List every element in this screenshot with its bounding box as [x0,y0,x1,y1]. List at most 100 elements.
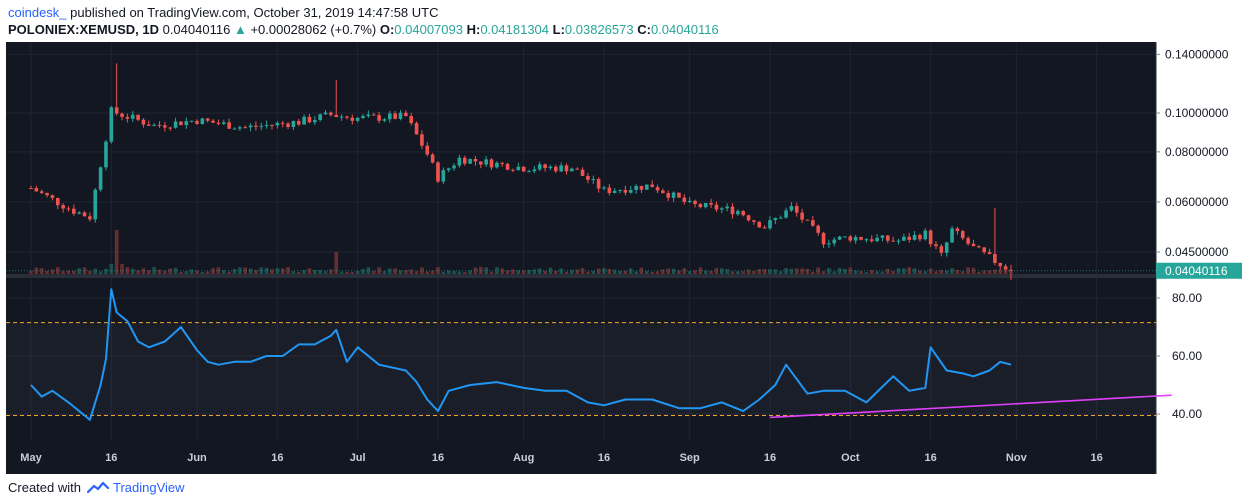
candle-body [39,191,44,193]
volume-bar [730,271,735,274]
candle-body [762,227,767,229]
volume-bar [291,271,296,274]
candle-body [232,128,237,130]
candle-body [570,168,574,172]
author-link[interactable]: coindesk_ [8,5,67,20]
candle-body [179,121,183,126]
candle-body [564,165,569,172]
price-pane-bg [6,42,1156,274]
candle-body [66,208,71,210]
candle-body [618,189,622,191]
volume-bar [457,271,462,274]
candle-body [671,192,676,198]
x-tick-label: Sep [680,452,700,464]
x-tick-label: May [20,452,42,464]
volume-bar [591,270,596,274]
volume-bar [875,271,879,274]
volume-bar [719,268,724,274]
volume-bar [452,270,456,274]
candle-body [286,123,290,127]
volume-bar [896,268,901,274]
published-text: published on TradingView.com, October 31… [70,5,439,20]
candle-body [61,205,65,209]
volume-bar [741,271,746,274]
volume-bar [114,230,119,274]
candle-body [495,162,499,168]
volume-bar [377,267,381,274]
candle-body [163,125,167,128]
candle-body [227,122,231,129]
candle-body [152,124,156,126]
candle-body [302,116,306,125]
volume-bar [120,264,124,274]
footer: Created with TradingView [0,474,1242,504]
candle-body [966,238,970,244]
candle-body [329,112,333,115]
volume-bar [553,270,558,274]
volume-bar [77,268,81,274]
y-tick-label: 0.06000000 [1165,195,1229,209]
tradingview-brand[interactable]: TradingView [112,480,185,495]
candle-body [971,243,976,247]
candle-body [511,169,515,171]
volume-bar [923,271,928,274]
volume-bar [339,271,344,274]
candle-body [719,208,724,210]
volume-bar [612,269,617,274]
candle-body [489,159,494,168]
candle-body [307,116,312,123]
candle-body [484,159,488,165]
candle-body [189,120,194,122]
candle-body [811,220,815,226]
volume-bar [323,271,328,274]
candle-body [645,184,649,190]
candle-body [939,246,944,253]
candle-body [950,228,954,243]
candle-body [141,119,146,125]
candle-body [869,239,874,242]
volume-bar [425,271,430,274]
y-tick-label: 0.08000000 [1165,145,1229,159]
candle-body [98,167,103,190]
rsi-pane-bg [6,278,1156,440]
grid-lines [6,42,1156,440]
volume-bar [313,270,317,274]
volume-bar [645,271,649,274]
volume-bar [361,268,365,274]
volume-bar [971,267,976,274]
chart-area[interactable]: May 16 Jun 16 Jul 16 Aug 16 Sep 16 Oct 16 Nov 16 0.140… [0,42,1242,474]
volume-bar [1003,269,1008,274]
last-price-label: 0.04040116 [1165,264,1228,278]
candle-body [318,114,322,121]
candle-body [350,117,355,121]
candle-body [77,212,81,214]
volume-bar [677,270,681,274]
candle-body [923,230,928,240]
candle-body [928,230,933,245]
volume-bar [184,271,189,274]
candle-body [987,252,992,254]
volume-bar [848,267,853,274]
volume-bar [532,269,537,274]
candle-body [280,122,285,124]
volume-bar [1009,270,1013,274]
volume-bar [462,271,467,274]
volume-bar [778,271,783,274]
pane-gap [6,438,1156,440]
candle-body [805,219,810,221]
candle-body [130,114,135,119]
volume-bar [414,271,419,274]
volume-bar [334,252,339,274]
volume-bar [221,270,226,274]
volume-bar [982,270,986,274]
candle-body [147,124,151,126]
volume-bar [387,268,392,274]
candle-body [125,116,130,119]
candle-body [886,235,890,241]
candle-body [1003,266,1008,270]
x-tick-label: 16 [764,452,776,464]
volume-bar [195,270,199,274]
volume-bar [725,269,729,274]
ohlc-line: POLONIEX:XEMUSD, 1D 0.04040116 ▲ +0.0002… [8,22,719,37]
volume-bar [687,271,692,274]
